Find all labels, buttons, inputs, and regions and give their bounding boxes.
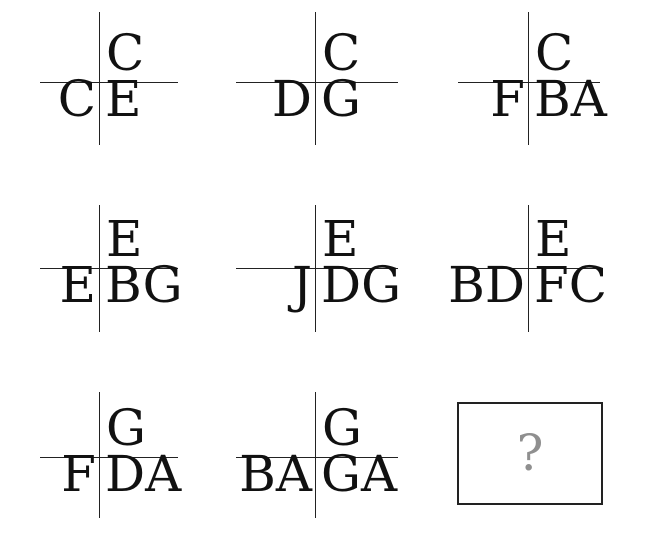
cross-horizontal-line xyxy=(236,268,398,269)
cross-horizontal-line xyxy=(236,457,398,458)
cross-horizontal-line xyxy=(458,82,600,83)
cross-left-label: BA xyxy=(239,445,312,503)
cross-right-label: FC xyxy=(534,256,607,314)
cross-top-label: G xyxy=(322,399,362,457)
cross-top-label: E xyxy=(106,210,143,268)
cross-top-label: G xyxy=(106,399,146,457)
cross-vertical-line xyxy=(315,12,316,145)
cross-vertical-line xyxy=(528,205,529,332)
cross-top-label: C xyxy=(106,24,145,82)
cross-right-label: GA xyxy=(321,445,398,503)
cross-horizontal-line xyxy=(40,82,178,83)
cross-right-label: DG xyxy=(321,256,402,314)
cross-right-label: BA xyxy=(534,70,607,128)
cross-left-label: J xyxy=(291,256,312,314)
cross-left-label: C xyxy=(57,70,96,128)
cross-top-label: E xyxy=(322,210,359,268)
cross-left-label: F xyxy=(61,445,96,503)
cross-right-label: G xyxy=(321,70,361,128)
cross-right-label: DA xyxy=(105,445,182,503)
cross-left-label: F xyxy=(490,70,525,128)
cross-vertical-line xyxy=(99,392,100,518)
question-mark: ? xyxy=(516,424,544,482)
cross-vertical-line xyxy=(528,12,529,145)
cross-vertical-line xyxy=(315,205,316,332)
cross-top-label: C xyxy=(535,24,574,82)
cross-top-label: C xyxy=(322,24,361,82)
cross-vertical-line xyxy=(99,12,100,145)
answer-box xyxy=(457,402,603,505)
cross-horizontal-line xyxy=(236,82,398,83)
cross-horizontal-line xyxy=(40,457,178,458)
cross-left-label: D xyxy=(271,70,312,128)
cross-left-label: BD xyxy=(448,256,525,314)
cross-top-label: E xyxy=(535,210,572,268)
cross-horizontal-line xyxy=(458,268,600,269)
cross-vertical-line xyxy=(99,205,100,332)
cross-horizontal-line xyxy=(40,268,178,269)
cross-vertical-line xyxy=(315,392,316,518)
cross-left-label: E xyxy=(59,256,97,314)
cross-right-label: BG xyxy=(105,256,183,314)
cross-right-label: E xyxy=(105,70,142,128)
